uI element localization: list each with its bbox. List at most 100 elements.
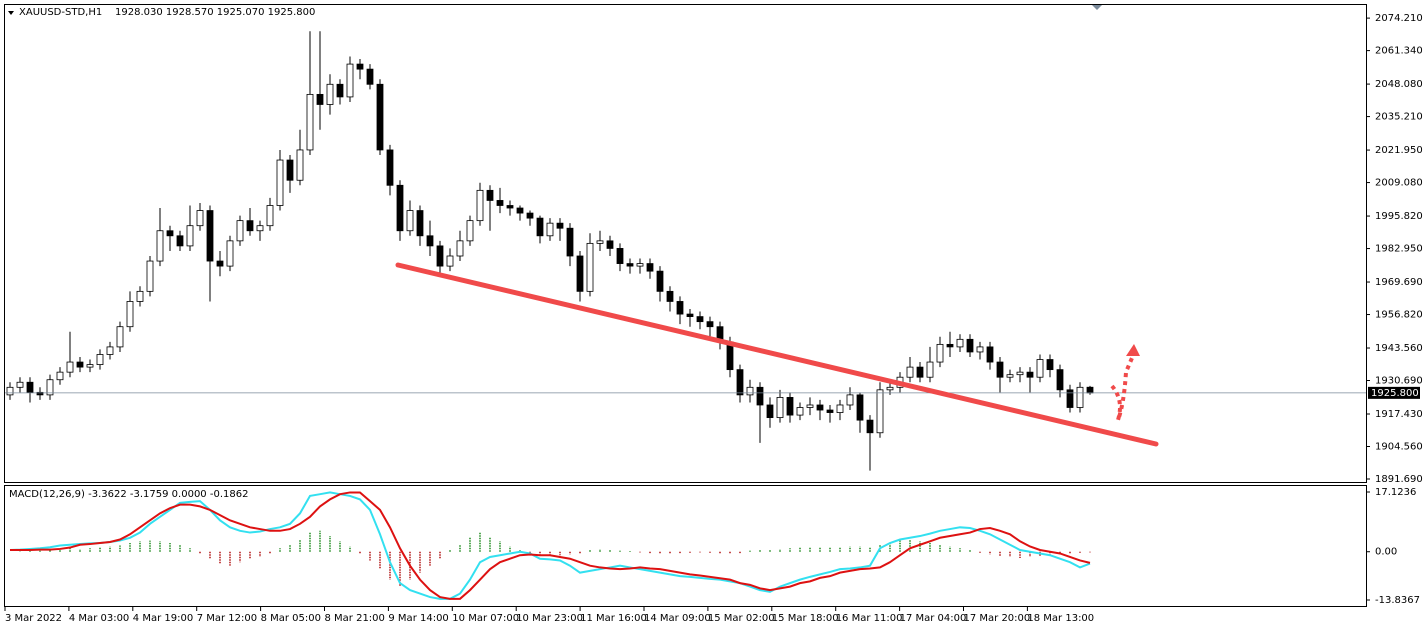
y-tick-label: 1956.820 (1375, 310, 1423, 321)
candle-body (126, 301, 134, 328)
candle-body (416, 210, 424, 237)
candle-body (236, 220, 244, 242)
candle-body (396, 184, 404, 232)
candle-body (266, 205, 274, 227)
candle-body (986, 346, 994, 363)
candle-body (966, 338, 974, 353)
candle-body (636, 263, 644, 267)
candle-body (326, 83, 334, 105)
candle-body (276, 159, 284, 206)
candle-body (956, 338, 964, 348)
menu-arrow[interactable] (8, 11, 14, 15)
x-tick-label: 16 Mar 11:00 (836, 613, 903, 624)
candle-body (336, 83, 344, 98)
candle-body (446, 255, 454, 267)
candle-body (916, 366, 924, 378)
candle-body (436, 245, 444, 267)
candle-body (566, 227, 574, 257)
y-tick-label: -13.8367 (1375, 595, 1420, 606)
candle-body (306, 93, 314, 151)
candle-body (576, 255, 584, 292)
x-tick-label: 14 Mar 09:00 (644, 613, 711, 624)
candle-body (356, 63, 364, 70)
ohlc-header: 1928.030 1928.570 1925.070 1925.800 (115, 7, 315, 18)
candle-body (936, 343, 944, 363)
forecast-arrow (1110, 357, 1134, 421)
y-tick-label: 17.1236 (1375, 487, 1416, 498)
candle-body (756, 386, 764, 406)
y-tick-label: 2061.340 (1375, 46, 1423, 57)
candle-body (96, 354, 104, 365)
candle-body (556, 222, 564, 229)
candle-body (176, 235, 184, 247)
candle-body (406, 210, 414, 232)
candle-body (66, 361, 74, 373)
candle-body (696, 316, 704, 323)
x-tick-label: 7 Mar 12:00 (197, 613, 257, 624)
y-tick-label: 2035.210 (1375, 112, 1423, 123)
candle-body (836, 404, 844, 413)
candle-body (166, 230, 174, 237)
candle-body (256, 225, 264, 232)
candle-body (596, 240, 604, 244)
candle-body (506, 205, 514, 209)
x-tick-label: 15 Mar 18:00 (772, 613, 839, 624)
candle-body (456, 240, 464, 257)
candle-body (116, 326, 124, 348)
x-tick-label: 10 Mar 23:00 (516, 613, 583, 624)
candle-body (106, 346, 114, 355)
candle-body (796, 407, 804, 416)
candle-body (1006, 374, 1014, 378)
candle-body (846, 394, 854, 406)
y-tick-label: 1943.560 (1375, 343, 1423, 354)
candle-body (1026, 371, 1034, 378)
candle-body (766, 404, 774, 419)
candle-body (736, 369, 744, 396)
candle-body (46, 379, 54, 396)
candle-body (626, 263, 634, 267)
candle-body (586, 242, 594, 292)
x-tick-label: 11 Mar 16:00 (580, 613, 647, 624)
y-tick-label: 1982.950 (1375, 244, 1423, 255)
x-tick-label: 17 Mar 04:00 (900, 613, 967, 624)
y-tick-label: 1917.430 (1375, 409, 1423, 420)
forecast-arrowhead (1126, 344, 1140, 356)
candle-body (386, 149, 394, 186)
candle-body (346, 63, 354, 98)
candle-body (746, 386, 754, 396)
x-tick-label: 4 Mar 03:00 (69, 613, 129, 624)
candle-body (86, 364, 94, 368)
candle-body (776, 397, 784, 419)
candle-body (536, 217, 544, 237)
shift-marker[interactable] (1092, 5, 1102, 10)
candle-body (426, 235, 434, 247)
x-tick-label: 9 Mar 14:00 (388, 613, 448, 624)
candle-body (646, 263, 654, 272)
y-tick-label: 2021.950 (1375, 145, 1423, 156)
candle-body (996, 361, 1004, 378)
candle-body (946, 343, 954, 348)
candle-body (36, 391, 44, 396)
candle-body (156, 230, 164, 262)
x-tick-label: 17 Mar 20:00 (964, 613, 1031, 624)
candle-body (476, 189, 484, 222)
candle-body (56, 371, 64, 381)
price-tag (1368, 386, 1420, 399)
candle-body (516, 207, 524, 214)
candle-body (1076, 386, 1084, 408)
symbol-header: XAUUSD-STD,H1 (19, 7, 102, 18)
candle-body (186, 225, 194, 247)
x-tick-label: 18 Mar 13:00 (1027, 613, 1094, 624)
x-tick-label: 15 Mar 02:00 (708, 613, 775, 624)
candle-body (666, 290, 674, 302)
x-tick-label: 4 Mar 19:00 (133, 613, 193, 624)
candle-body (6, 386, 14, 396)
candle-body (886, 386, 894, 391)
y-tick-label: 1969.690 (1375, 277, 1423, 288)
candle-body (826, 409, 834, 413)
trend-line (395, 262, 1159, 447)
y-tick-label: 0.00 (1375, 547, 1397, 558)
candle-body (1056, 369, 1064, 391)
macd-line (9, 491, 1091, 600)
